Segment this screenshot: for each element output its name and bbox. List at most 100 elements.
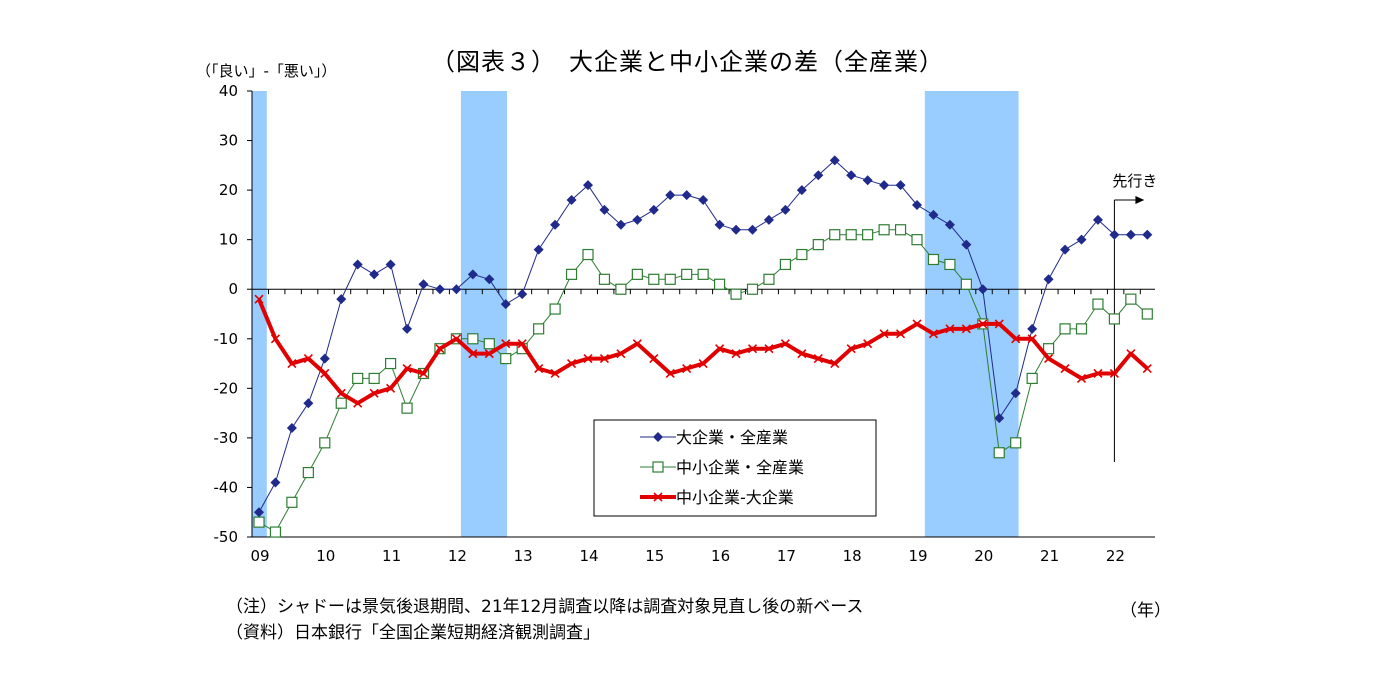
- legend-box: [593, 419, 877, 517]
- data-point: [385, 357, 397, 370]
- x-tick-label: 13: [514, 547, 533, 565]
- data-point: [1125, 229, 1136, 240]
- data-point: [895, 180, 906, 191]
- data-point: [336, 388, 346, 398]
- data-point: [303, 398, 314, 409]
- data-point: [1141, 308, 1153, 320]
- data-point: [697, 268, 709, 280]
- data-point: [653, 492, 663, 502]
- data-point: [599, 204, 610, 215]
- data-point: [434, 284, 445, 295]
- data-point: [878, 224, 890, 236]
- data-point: [961, 239, 972, 250]
- data-point: [1092, 298, 1104, 310]
- legend-label: 中小企業-大企業: [676, 488, 794, 507]
- data-point: [829, 229, 841, 241]
- data-point: [665, 190, 676, 201]
- data-point: [1126, 349, 1136, 359]
- data-point: [353, 398, 363, 408]
- x-tick-label: 22: [1106, 547, 1125, 565]
- x-tick-label: 14: [579, 547, 598, 565]
- data-point: [829, 155, 840, 166]
- data-point: [1142, 229, 1153, 240]
- data-point: [1075, 323, 1088, 335]
- data-point: [483, 338, 495, 350]
- series-2: [254, 294, 1152, 408]
- data-point: [960, 278, 972, 290]
- data-point: [632, 214, 643, 225]
- data-point: [846, 170, 857, 181]
- forecast-arrow-head: [1135, 196, 1145, 204]
- data-point: [715, 344, 725, 354]
- data-point: [928, 329, 939, 339]
- data-point: [912, 199, 922, 210]
- data-point: [468, 349, 478, 359]
- data-point: [615, 219, 626, 230]
- data-point: [746, 283, 759, 295]
- axes: 40 30 20 10 0 -10 -20 -30 -40 -50 09 10 11 12 13 14 15 16…: [214, 82, 1158, 565]
- data-point: [779, 258, 792, 271]
- data-point: [287, 358, 297, 369]
- legend-label: 大企業・全産業: [676, 428, 788, 447]
- data-point: [484, 274, 495, 285]
- data-point: [534, 363, 544, 374]
- data-point: [467, 269, 478, 280]
- data-point: [1027, 323, 1038, 334]
- data-point: [1109, 229, 1120, 240]
- data-point: [500, 299, 511, 310]
- data-point: [1027, 334, 1037, 344]
- data-point: [501, 339, 511, 349]
- data-point: [599, 354, 610, 364]
- data-point: [780, 339, 790, 349]
- data-point: [583, 180, 593, 191]
- x-tick-label: 19: [908, 547, 927, 565]
- y-tick-label: 30: [219, 132, 238, 150]
- data-point: [1042, 343, 1055, 355]
- data-point: [451, 334, 461, 344]
- data-point: [730, 288, 742, 300]
- data-point: [549, 303, 561, 315]
- y-tick-label: 10: [219, 231, 238, 249]
- data-point: [369, 269, 380, 280]
- data-point: [566, 195, 577, 206]
- data-point: [747, 344, 758, 354]
- data-point: [863, 339, 873, 349]
- legend-label: 中小企業・全産業: [676, 458, 804, 477]
- data-point: [830, 358, 840, 369]
- data-point: [336, 294, 347, 305]
- series-1: [253, 224, 1153, 538]
- data-point: [616, 349, 626, 359]
- shade-band: [460, 91, 507, 537]
- y-tick-label: 0: [228, 280, 238, 298]
- data-point: [1059, 323, 1071, 335]
- data-point: [1092, 214, 1103, 225]
- data-point: [763, 214, 774, 225]
- data-point: [582, 248, 594, 261]
- data-point: [653, 432, 663, 442]
- data-point: [1125, 293, 1137, 305]
- x-tick-label: 15: [645, 547, 664, 565]
- x-tick-label: 10: [316, 547, 335, 565]
- data-point: [796, 185, 807, 196]
- series-lines: [253, 155, 1153, 538]
- data-point: [631, 268, 643, 280]
- data-point: [927, 253, 940, 266]
- data-point: [648, 273, 660, 285]
- data-point: [319, 437, 331, 449]
- data-point: [270, 334, 281, 344]
- data-point: [797, 349, 807, 359]
- y-tick-label: 40: [219, 82, 238, 100]
- data-point: [550, 368, 560, 379]
- data-point: [911, 234, 923, 246]
- data-point: [352, 259, 363, 270]
- data-point: [533, 323, 545, 335]
- data-point: [566, 358, 577, 369]
- data-point: [1010, 437, 1022, 449]
- x-axis-unit-label: （年）: [1120, 601, 1171, 621]
- data-point: [1044, 354, 1054, 364]
- data-point: [1142, 363, 1152, 374]
- data-point: [369, 388, 379, 398]
- data-point: [780, 204, 791, 215]
- data-point: [467, 333, 479, 345]
